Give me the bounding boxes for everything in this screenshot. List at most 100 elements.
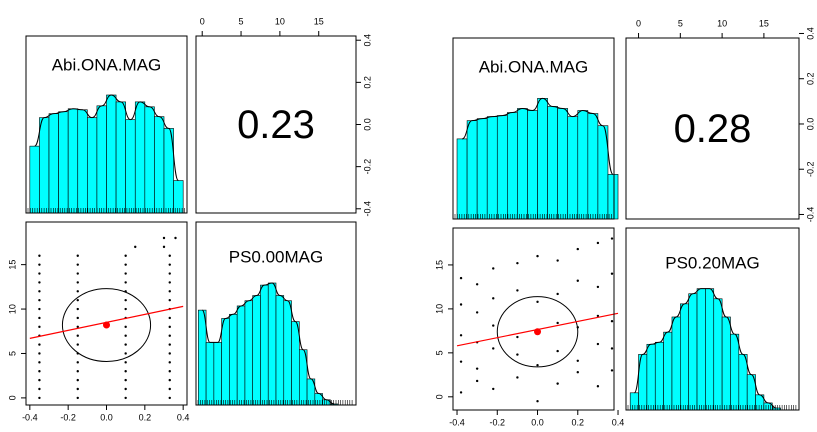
scatter-point — [76, 325, 79, 329]
scatter-point — [124, 378, 127, 382]
scatter-point — [516, 289, 519, 292]
scatter-point — [38, 378, 41, 382]
scatter-point — [76, 254, 79, 257]
y-tick-label: 0 — [7, 395, 17, 400]
y-tick-label: 10 — [7, 304, 17, 314]
scatter-point — [596, 342, 600, 346]
scatter-point — [38, 316, 41, 320]
scatter-point — [596, 314, 600, 318]
scatter-point — [76, 263, 79, 266]
hist-bar — [730, 333, 740, 411]
hist-bar — [205, 342, 215, 406]
scatter-point — [459, 391, 463, 394]
y-tick-label: 0 — [434, 394, 444, 399]
hist-bar — [260, 284, 269, 406]
hist-bar — [134, 101, 146, 214]
panel-frame — [25, 35, 188, 214]
hist-bar — [154, 116, 165, 214]
x-tick-label: 5 — [678, 18, 683, 28]
y-tick-label: 0.2 — [805, 72, 815, 85]
scatter-point — [162, 236, 166, 240]
scatter-point — [492, 297, 495, 300]
scatter-point — [610, 237, 614, 240]
hist-bar — [738, 354, 748, 411]
hist-bar — [236, 305, 246, 406]
scatter-point — [556, 259, 559, 262]
panel-frame — [625, 37, 800, 220]
scatter-point — [76, 378, 79, 382]
scatter-point — [576, 370, 579, 374]
scatter-point — [38, 396, 41, 400]
hist-bar — [229, 313, 238, 406]
hist-bar — [48, 113, 59, 214]
scatter-point — [76, 272, 79, 275]
scatter-point — [516, 376, 519, 379]
mean-point — [103, 321, 110, 329]
x-tick-label: 0.0 — [100, 412, 113, 422]
scatter-point — [168, 361, 171, 364]
scatter-point — [76, 343, 79, 346]
scatter-point — [38, 307, 41, 311]
y-tick-label: -0.4 — [362, 201, 372, 217]
hist-bar — [106, 94, 117, 214]
y-tick-label: 0.0 — [362, 118, 372, 131]
variable-name: PS0.20MAG — [665, 253, 760, 272]
variable-name: PS0.00MAG — [229, 247, 324, 266]
scatter-point — [76, 361, 79, 364]
scatter-point — [516, 261, 519, 265]
scatter-point — [38, 272, 41, 275]
x-tick-label: 0.4 — [612, 417, 625, 427]
hist-bar — [244, 300, 253, 406]
x-tick-label: 0.2 — [139, 412, 152, 422]
hist-bar — [557, 108, 569, 220]
hist-bar — [567, 116, 579, 220]
scatter-point — [124, 343, 127, 346]
hist-bar — [721, 316, 731, 411]
scatter-point — [38, 352, 41, 355]
hist-bar — [466, 120, 478, 220]
scatter-point — [76, 334, 79, 337]
x-tick-label: 5 — [239, 16, 244, 26]
scatter-point — [556, 382, 559, 385]
y-tick-label: 0.4 — [805, 27, 815, 40]
scatter-point — [492, 387, 495, 391]
scatter-point — [38, 298, 41, 302]
x-tick-label: 15 — [759, 18, 769, 28]
hist-bar — [680, 303, 689, 411]
correlation: 0.28 — [674, 107, 752, 151]
scatter-point — [576, 247, 579, 251]
hist-bar — [125, 119, 136, 214]
x-tick-label: -0.4 — [22, 412, 38, 422]
y-tick-label: -0.2 — [362, 159, 372, 175]
scatter-point — [38, 370, 41, 373]
y-tick-label: -0.4 — [805, 207, 815, 223]
x-tick-label: 0 — [200, 16, 205, 26]
x-tick-label: 0.2 — [572, 417, 585, 427]
scatter-point — [38, 343, 41, 346]
hist-bar — [213, 342, 222, 406]
scatter-point — [38, 361, 41, 364]
scatter-point — [168, 396, 171, 400]
scatter-point — [536, 400, 539, 403]
correlation: 0.23 — [237, 103, 315, 147]
scatter-point — [492, 347, 495, 350]
hist-bar — [547, 106, 558, 220]
scatter-point — [124, 387, 127, 391]
hist-bar — [267, 282, 277, 406]
scatter-point — [134, 245, 137, 249]
y-tick-label: 15 — [434, 260, 444, 270]
scatter-point — [168, 272, 171, 275]
hist-bar — [671, 316, 681, 411]
y-tick-label: 5 — [7, 351, 17, 356]
x-tick-label: 15 — [314, 16, 324, 26]
hist-bar — [58, 111, 69, 214]
scatter-point — [38, 325, 41, 329]
scatter-point — [596, 241, 600, 245]
hist-bar — [96, 105, 107, 214]
hist-bar — [646, 343, 656, 411]
hist-bar — [476, 118, 488, 220]
scatter-point — [516, 353, 519, 356]
panel-frame — [452, 37, 615, 220]
scatter-point — [76, 307, 79, 311]
scatter-point — [610, 369, 614, 372]
